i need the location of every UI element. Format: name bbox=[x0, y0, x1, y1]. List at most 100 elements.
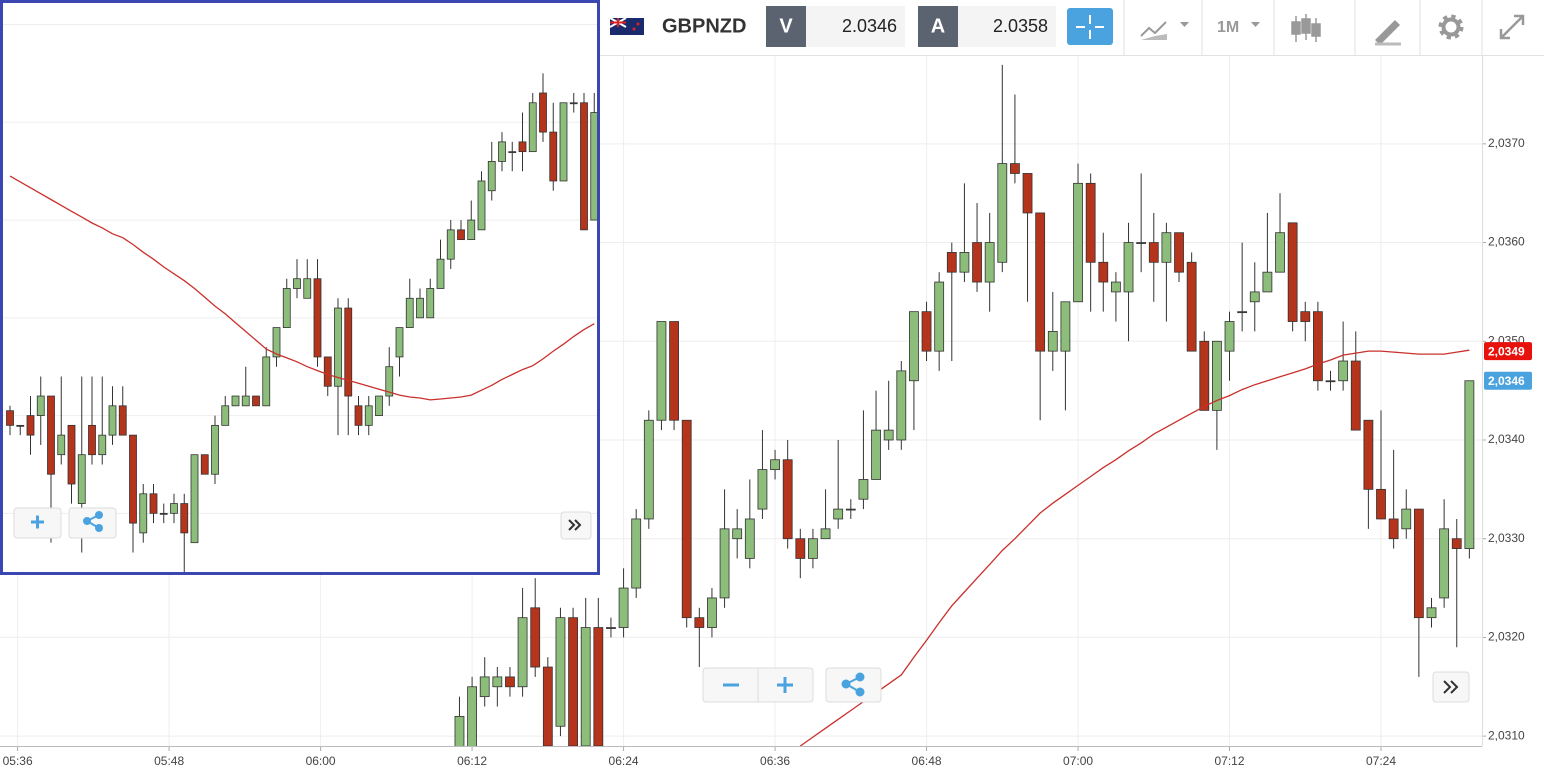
candle-body bbox=[921, 311, 932, 352]
y-tick-label: 2,0360 bbox=[1488, 235, 1525, 249]
share-button[interactable] bbox=[825, 667, 882, 703]
price-badge-label: 2,0349 bbox=[1488, 344, 1525, 358]
candle-body bbox=[505, 676, 515, 688]
candle-body bbox=[1413, 508, 1424, 619]
candle-body bbox=[1047, 330, 1058, 352]
bid-label-box[interactable] bbox=[766, 6, 806, 47]
candle-body bbox=[1085, 182, 1096, 263]
share-icon[interactable] bbox=[841, 672, 865, 697]
candle-body bbox=[719, 528, 730, 599]
candle-body bbox=[88, 424, 96, 456]
inset-scroll-icon[interactable] bbox=[568, 519, 582, 531]
crosshair-button[interactable] bbox=[1067, 8, 1113, 45]
x-tick-label: 07:12 bbox=[1215, 754, 1245, 768]
candles-button[interactable] bbox=[1291, 14, 1321, 42]
inset-scroll-button[interactable] bbox=[560, 511, 592, 540]
candle-body bbox=[1136, 242, 1147, 244]
candle-body bbox=[487, 161, 496, 192]
chart-type-button[interactable] bbox=[1140, 21, 1189, 40]
candle-body bbox=[549, 131, 558, 182]
candle-body bbox=[67, 424, 76, 485]
candle-body bbox=[375, 395, 383, 416]
candle-body bbox=[744, 518, 755, 559]
candle-body bbox=[1426, 607, 1437, 619]
candle-body bbox=[656, 321, 667, 421]
crosshair-icon[interactable] bbox=[1076, 15, 1104, 39]
inset-zoom-icon[interactable] bbox=[31, 515, 44, 529]
candles bbox=[6, 73, 597, 572]
candle-body bbox=[446, 229, 455, 260]
candle-body bbox=[139, 493, 148, 534]
inset-share-icon[interactable] bbox=[83, 511, 103, 532]
candle-body bbox=[1401, 508, 1412, 530]
fullscreen-button[interactable] bbox=[1499, 14, 1525, 40]
zoom-in-icon[interactable] bbox=[777, 677, 793, 693]
candle-body bbox=[518, 141, 527, 153]
candle-body bbox=[1161, 232, 1172, 263]
symbol[interactable]: GBPNZD bbox=[662, 15, 746, 37]
moving-average-line bbox=[9, 175, 595, 401]
candle-body bbox=[1174, 232, 1184, 273]
candle-body bbox=[757, 469, 768, 510]
x-tick-label: 06:36 bbox=[760, 754, 790, 768]
candle-body bbox=[129, 434, 137, 524]
candle-body bbox=[1451, 538, 1462, 549]
scroll-end-icon[interactable] bbox=[1443, 680, 1459, 694]
inset-share-button[interactable] bbox=[68, 507, 117, 539]
candle-body bbox=[1439, 528, 1450, 599]
candle-body bbox=[231, 395, 240, 407]
ask-box[interactable] bbox=[958, 6, 1056, 47]
candle-body bbox=[77, 454, 86, 504]
candle-body bbox=[436, 258, 445, 289]
candle-body bbox=[241, 395, 250, 407]
candle-body bbox=[313, 278, 322, 358]
timeframe[interactable]: 1M bbox=[1217, 19, 1239, 36]
price-badge-label: 2,0346 bbox=[1488, 374, 1525, 388]
x-tick-label: 06:00 bbox=[306, 754, 336, 768]
candle-body bbox=[416, 297, 424, 319]
inset-controls bbox=[0, 0, 600, 575]
x-tick-label: 05:36 bbox=[3, 754, 33, 768]
candle-body bbox=[707, 597, 717, 628]
flag-icon bbox=[609, 17, 644, 35]
candle-body bbox=[57, 434, 66, 456]
candle-body bbox=[694, 617, 705, 628]
candle-body bbox=[1199, 340, 1210, 411]
bid-label[interactable]: V bbox=[779, 15, 793, 37]
candle-body bbox=[1325, 380, 1336, 383]
candle-body bbox=[580, 627, 591, 746]
ask-label-box[interactable] bbox=[918, 6, 958, 47]
candle-body bbox=[6, 410, 14, 426]
candle-body bbox=[262, 356, 271, 407]
candle-body bbox=[385, 366, 394, 397]
candle-body bbox=[118, 405, 127, 436]
candle-body bbox=[293, 278, 301, 289]
settings-button[interactable] bbox=[1438, 14, 1464, 40]
candle-body bbox=[98, 434, 107, 456]
candle-body bbox=[631, 518, 642, 589]
candle-body bbox=[1060, 301, 1071, 352]
candle-body bbox=[590, 112, 597, 221]
candle-body bbox=[1262, 271, 1273, 293]
candle-body bbox=[221, 405, 230, 426]
candle-body bbox=[467, 219, 476, 241]
candle-body bbox=[997, 163, 1008, 263]
ask-label[interactable]: A bbox=[931, 15, 945, 37]
drawing-tools-button[interactable] bbox=[1375, 20, 1401, 46]
candle-body bbox=[1224, 321, 1235, 352]
bid-box[interactable] bbox=[806, 6, 905, 47]
candle-body bbox=[782, 459, 793, 540]
candle-body bbox=[1123, 242, 1134, 293]
candle-body bbox=[252, 395, 260, 407]
y-tick-label: 2,0320 bbox=[1488, 630, 1525, 644]
candle-body bbox=[681, 419, 692, 619]
timeframe-caret[interactable] bbox=[1251, 22, 1260, 27]
candle-body bbox=[395, 327, 404, 358]
candle-body bbox=[1350, 360, 1361, 431]
x-tick-label: 06:24 bbox=[609, 754, 639, 768]
bid-price[interactable]: 2.0346 bbox=[842, 16, 897, 36]
ask-price[interactable]: 2.0358 bbox=[993, 16, 1048, 36]
candle-body bbox=[36, 395, 45, 416]
candle-body bbox=[1376, 488, 1386, 520]
x-tick-label: 07:00 bbox=[1063, 754, 1093, 768]
